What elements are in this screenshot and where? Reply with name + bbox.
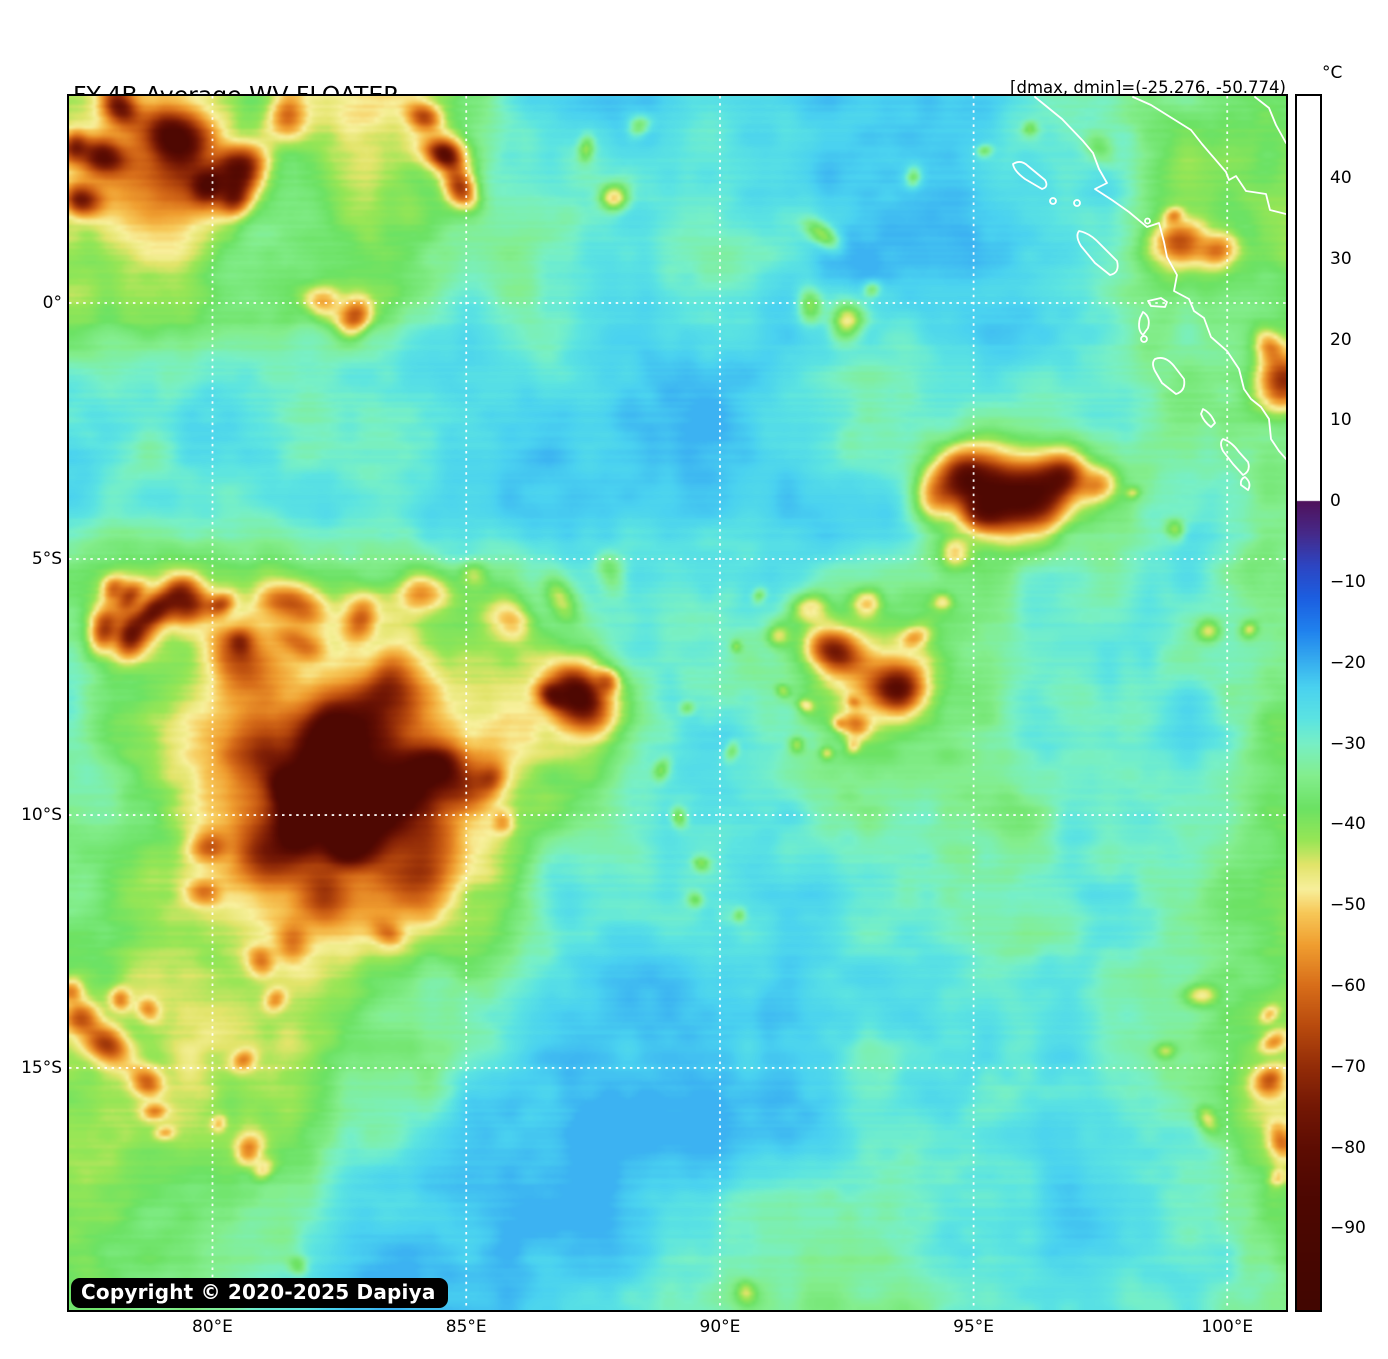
colorbar-tick-label: 0 (1330, 491, 1341, 512)
dmax-dmin-readout: [dmax, dmin]=(-25.276, -50.774) (1010, 78, 1286, 97)
colorbar-tick-label: −20 (1330, 652, 1366, 673)
x-axis-tick-label: 80°E (192, 1317, 233, 1337)
x-axis-tick-label: 85°E (445, 1317, 487, 1337)
colorbar-tick-label: 20 (1330, 329, 1352, 350)
colorbar-tick-label: 10 (1330, 410, 1352, 431)
colorbar-tick-label: −80 (1330, 1137, 1366, 1158)
colorbar-canvas (1297, 96, 1320, 1310)
x-axis-tick-label: 95°E (953, 1317, 995, 1337)
wv-imagery-canvas (69, 96, 1286, 1310)
map-overlay (69, 96, 1286, 1310)
coastline (1140, 335, 1148, 343)
coastline (1073, 199, 1081, 207)
colorbar-tick-label: −40 (1330, 814, 1366, 835)
colorbar-tick-label: 30 (1330, 248, 1352, 269)
coastline (1132, 96, 1286, 215)
copyright-badge: Copyright © 2020-2025 Dapiya (71, 1278, 448, 1308)
coastline (1254, 96, 1286, 144)
coastline (1152, 357, 1186, 395)
x-axis-tick-label: 100°E (1201, 1317, 1254, 1337)
x-axis-tick-label: 90°E (699, 1317, 741, 1337)
colorbar-tick-label: 40 (1330, 168, 1352, 188)
coastline (1200, 408, 1216, 428)
coastline (1049, 197, 1057, 205)
colorbar-tick-label: −60 (1330, 975, 1366, 996)
y-axis-tick-label: 10°S (21, 805, 62, 826)
colorbar-tick-label: −50 (1330, 895, 1366, 916)
y-axis-tick-label: 0° (42, 292, 62, 313)
coastline (1144, 217, 1151, 225)
coastline (1138, 311, 1150, 336)
coastline (1147, 297, 1168, 308)
coastline (1239, 476, 1251, 491)
coastline (1220, 438, 1250, 476)
colorbar-tick-label: −10 (1330, 572, 1366, 592)
satellite-map-panel: Copyright © 2020-2025 Dapiya (67, 94, 1288, 1312)
colorbar-tick-label: −70 (1330, 1056, 1366, 1077)
colorbar-tick-label: −30 (1330, 733, 1366, 754)
colorbar (1295, 94, 1322, 1312)
colorbar-tick-label: −90 (1330, 1218, 1366, 1239)
coastline (1076, 230, 1119, 276)
y-axis-tick-label: 15°S (21, 1057, 62, 1078)
coastline (1012, 161, 1048, 190)
y-axis-tick-label: 5°S (31, 549, 62, 570)
coastline (1034, 96, 1286, 460)
colorbar-unit-label: °C (1322, 63, 1343, 83)
